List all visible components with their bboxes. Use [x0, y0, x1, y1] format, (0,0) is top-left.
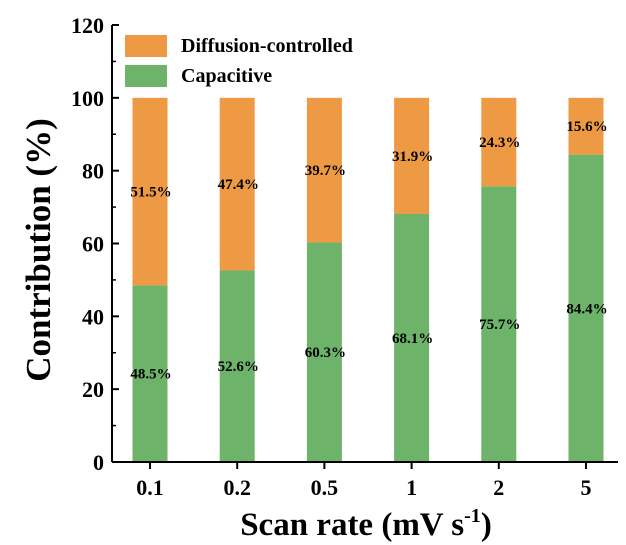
legend-label: Capacitive: [181, 65, 272, 87]
bar-value-label: 15.6%: [566, 119, 607, 135]
bar-capacitive-0.1: [132, 285, 168, 462]
x-tick-label: 5: [581, 475, 592, 500]
x-axis-label: Scan rate (mV s-1): [240, 505, 492, 543]
x-tick-label: 0.5: [311, 475, 339, 500]
bar-value-label: 24.3%: [479, 135, 520, 151]
bar-capacitive-1: [394, 214, 430, 462]
x-tick-label: 1: [406, 475, 417, 500]
bar-diffusion-controlled-0.5: [306, 97, 342, 243]
axes-layer: [111, 25, 618, 463]
bar-capacitive-2: [481, 186, 517, 462]
y-tick-label: 40: [82, 304, 104, 329]
x-tick-label: 0.2: [223, 475, 251, 500]
x-axis-label-superscript: -1: [464, 505, 481, 527]
legend-swatch: [125, 65, 167, 87]
y-axis-label: Contribution (%): [19, 118, 58, 382]
y-tick-label: 100: [71, 86, 104, 111]
bars-layer: [132, 97, 604, 463]
x-axis-label-main: Scan rate (mV s: [240, 507, 464, 543]
x-tick-label: 0.1: [136, 475, 164, 500]
bar-capacitive-0.2: [219, 270, 255, 462]
bar-value-label: 75.7%: [479, 317, 520, 333]
bar-diffusion-controlled-1: [394, 97, 430, 215]
y-tick-label: 60: [82, 232, 104, 257]
legend: Diffusion-controlled Capacitive: [125, 35, 353, 87]
x-tick-label: 2: [493, 475, 504, 500]
bar-value-label: 52.6%: [218, 359, 259, 375]
legend-label: Diffusion-controlled: [181, 35, 353, 57]
x-axis-label-close: ): [481, 507, 492, 543]
bar-value-label: 31.9%: [392, 149, 433, 165]
bar-labels-layer: 48.5% 51.5% 52.6% 47.4% 60.3% 39.7% 68.1% 31.9%…: [130, 119, 607, 382]
bar-value-label: 84.4%: [566, 301, 607, 317]
bar-diffusion-controlled-5: [568, 97, 604, 155]
bar-capacitive-5: [568, 154, 604, 463]
bar-value-label: 48.5%: [130, 367, 171, 383]
y-tick-label: 20: [82, 377, 104, 402]
legend-swatch: [125, 35, 167, 57]
y-tick-label: 0: [93, 450, 104, 475]
bar-value-label: 68.1%: [392, 331, 433, 347]
bar-value-label: 47.4%: [218, 177, 259, 193]
bar-value-label: 51.5%: [130, 185, 171, 201]
bar-diffusion-controlled-0.2: [219, 97, 255, 271]
bar-value-label: 39.7%: [305, 163, 346, 179]
y-tick-label: 80: [82, 159, 104, 184]
bar-diffusion-controlled-0.1: [132, 97, 168, 286]
ticks-layer: 0 20 40 60 80 100 120 0.1 0.2 0.5 1 2 5: [71, 13, 592, 500]
bar-capacitive-0.5: [306, 242, 342, 462]
bar-value-label: 60.3%: [305, 345, 346, 361]
bar-diffusion-controlled-2: [481, 97, 517, 187]
y-tick-label: 120: [71, 13, 104, 38]
